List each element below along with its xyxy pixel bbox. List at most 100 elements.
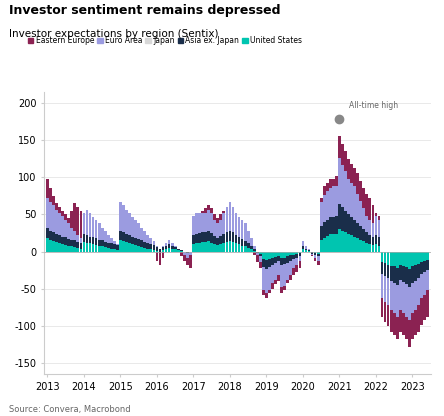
Bar (234, 235, 238, 252)
Bar (159, 249, 161, 252)
Bar (198, 240, 201, 252)
Bar (277, 252, 280, 281)
Bar (192, 216, 195, 252)
Bar (417, 252, 420, 332)
Bar (277, 252, 280, 256)
Bar (283, 252, 286, 260)
Bar (222, 240, 225, 252)
Bar (296, 252, 298, 255)
Bar (262, 252, 265, 295)
Bar (214, 214, 216, 252)
Bar (396, 252, 399, 285)
Bar (296, 252, 298, 254)
Bar (308, 249, 310, 252)
Bar (155, 252, 159, 260)
Bar (399, 252, 402, 332)
Bar (411, 252, 414, 283)
Bar (238, 217, 241, 252)
Bar (405, 252, 408, 339)
Bar (338, 158, 341, 252)
Bar (393, 252, 396, 267)
Bar (58, 235, 61, 252)
Bar (301, 249, 304, 252)
Bar (95, 238, 98, 252)
Bar (229, 203, 231, 252)
Bar (369, 235, 371, 252)
Bar (387, 252, 389, 305)
Bar (362, 208, 365, 252)
Bar (131, 217, 134, 252)
Bar (55, 234, 58, 252)
Bar (95, 220, 98, 252)
Bar (49, 240, 52, 252)
Bar (262, 252, 265, 259)
Bar (140, 245, 143, 252)
Bar (143, 242, 146, 252)
Bar (125, 234, 128, 252)
Bar (323, 238, 325, 252)
Bar (329, 188, 332, 252)
Bar (134, 220, 137, 252)
Bar (150, 249, 152, 252)
Bar (232, 238, 234, 252)
Bar (210, 239, 213, 252)
Bar (411, 252, 414, 267)
Bar (320, 198, 322, 252)
Bar (426, 252, 429, 290)
Bar (110, 244, 113, 252)
Bar (396, 252, 399, 268)
Bar (92, 242, 95, 252)
Bar (377, 237, 381, 252)
Bar (186, 252, 189, 258)
Bar (234, 240, 238, 252)
Bar (204, 213, 207, 252)
Bar (247, 246, 250, 252)
Bar (265, 252, 268, 260)
Bar (171, 243, 174, 252)
Bar (375, 244, 377, 252)
Bar (147, 243, 149, 252)
Bar (128, 214, 131, 252)
Bar (308, 249, 310, 252)
Bar (323, 222, 325, 252)
Bar (347, 229, 350, 252)
Bar (365, 241, 368, 252)
Bar (390, 252, 392, 310)
Bar (46, 238, 49, 252)
Bar (402, 252, 404, 270)
Bar (357, 223, 359, 252)
Bar (405, 252, 408, 317)
Bar (58, 213, 61, 252)
Bar (390, 252, 392, 281)
Bar (381, 252, 383, 274)
Bar (271, 252, 274, 265)
Bar (234, 243, 238, 252)
Bar (320, 226, 322, 252)
Bar (359, 201, 362, 252)
Bar (323, 186, 325, 252)
Bar (125, 210, 128, 252)
Bar (86, 235, 88, 252)
Bar (420, 252, 423, 298)
Bar (143, 233, 146, 252)
Bar (314, 252, 317, 260)
Bar (174, 245, 177, 252)
Bar (125, 210, 128, 252)
Bar (293, 252, 295, 255)
Bar (92, 217, 95, 252)
Bar (347, 178, 350, 252)
Legend: Eastern Europe, Euro Area, Japan, Asia ex. Japan, United States: Eastern Europe, Euro Area, Japan, Asia e… (25, 33, 305, 48)
Bar (247, 243, 250, 252)
Bar (381, 252, 383, 317)
Bar (244, 241, 246, 252)
Bar (226, 232, 228, 252)
Bar (329, 217, 332, 252)
Bar (162, 245, 164, 252)
Bar (73, 203, 76, 252)
Bar (162, 249, 164, 252)
Text: Investor sentiment remains depressed: Investor sentiment remains depressed (9, 4, 280, 17)
Bar (250, 249, 253, 252)
Bar (326, 220, 329, 252)
Bar (226, 207, 228, 252)
Bar (180, 250, 182, 252)
